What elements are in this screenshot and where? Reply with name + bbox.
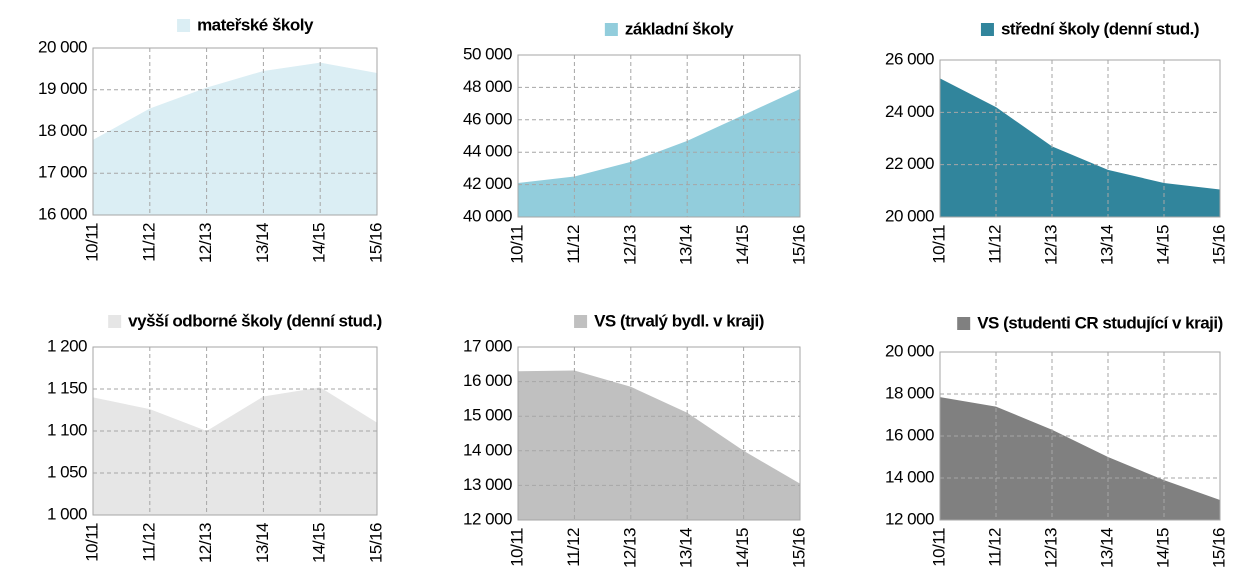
area — [940, 78, 1220, 217]
y-tick-label: 1 050 — [47, 462, 87, 481]
panel: 20 000 22 000 24 000 26 000 10/11 11/12 12/13 1… — [885, 19, 1228, 265]
legend-label: střední školy (denní stud.) — [1001, 19, 1199, 38]
x-tick-label: 11/12 — [139, 523, 158, 562]
panel: 12 000 13 000 14 000 15 000 16 000 17 000 10/1… — [463, 311, 808, 568]
y-tick-label: 44 000 — [463, 142, 512, 161]
x-tick-label: 14/15 — [1153, 225, 1172, 265]
x-tick-label: 13/14 — [253, 223, 272, 263]
x-tick-label: 11/12 — [985, 528, 1004, 567]
y-tick-label: 14 000 — [885, 467, 934, 486]
x-tick-label: 15/16 — [789, 225, 808, 265]
x-tick-label: 10/11 — [82, 523, 101, 562]
y-tick-label: 17 000 — [463, 336, 512, 355]
x-tick-label: 12/13 — [1041, 528, 1060, 568]
y-tick-label: 18 000 — [38, 121, 87, 140]
legend-key — [957, 317, 971, 330]
legend-label: VS (studenti CR studující v kraji) — [977, 313, 1223, 332]
panel: 40 000 42 000 44 000 46 000 48 000 50 000 10/1… — [463, 19, 808, 265]
x-tick-label: 10/11 — [507, 528, 526, 567]
y-tick-label: 20 000 — [38, 37, 87, 56]
y-tick-label: 19 000 — [38, 79, 87, 98]
y-tick-label: 46 000 — [463, 109, 512, 128]
legend-label: vyšší odborné školy (denní stud.) — [128, 311, 382, 330]
plot-frame — [517, 54, 801, 218]
x-tick-label: 12/13 — [1041, 225, 1060, 265]
x-tick-label: 11/12 — [564, 528, 583, 567]
x-tick-label: 15/16 — [789, 528, 808, 568]
y-tick-label: 1 100 — [47, 420, 87, 439]
x-tick-label: 15/16 — [366, 523, 385, 563]
y-tick-label: 17 000 — [38, 163, 87, 182]
area — [518, 89, 800, 217]
legend-key — [574, 315, 588, 328]
x-tick-label: 14/15 — [310, 223, 329, 263]
x-tick-label: 12/13 — [196, 523, 215, 563]
x-tick-label: 15/16 — [366, 223, 385, 263]
plot-frame — [939, 59, 1221, 218]
x-tick-label: 10/11 — [929, 528, 948, 567]
x-tick-label: 15/16 — [1209, 528, 1228, 568]
y-tick-label: 48 000 — [463, 77, 512, 96]
x-tick-label: 12/13 — [620, 225, 639, 265]
area — [93, 62, 377, 215]
y-tick-label: 50 000 — [463, 44, 512, 63]
area — [518, 370, 800, 520]
legend-label: VS (trvalý bydl. v kraji) — [594, 311, 764, 330]
x-tick-label: 13/14 — [253, 523, 272, 563]
x-tick-label: 14/15 — [733, 528, 752, 568]
panel: 12 000 14 000 16 000 18 000 20 000 10/11 11/12… — [885, 313, 1228, 568]
plot-frame — [92, 47, 378, 216]
x-tick-label: 11/12 — [985, 225, 1004, 264]
area — [940, 397, 1220, 520]
legend-label: základní školy — [625, 19, 734, 38]
panel: 16 000 17 000 18 000 19 000 20 000 10/11 11/12… — [38, 15, 385, 263]
y-tick-label: 1 200 — [47, 336, 87, 355]
y-tick-label: 1 150 — [47, 378, 87, 397]
x-tick-label: 13/14 — [1097, 528, 1116, 568]
legend-key — [604, 23, 618, 36]
y-tick-label: 26 000 — [885, 49, 934, 68]
x-tick-label: 10/11 — [82, 223, 101, 262]
x-tick-label: 13/14 — [1097, 225, 1116, 265]
y-tick-label: 15 000 — [463, 406, 512, 425]
plot-frame — [517, 346, 801, 521]
legend-label: mateřské školy — [197, 15, 314, 34]
y-tick-label: 42 000 — [463, 174, 512, 193]
x-tick-label: 11/12 — [139, 223, 158, 262]
x-tick-label: 10/11 — [507, 225, 526, 264]
panel: 1 000 1 050 1 100 1 150 1 200 10/11 11/12 12/13… — [47, 311, 386, 563]
y-tick-label: 12 000 — [885, 509, 934, 528]
y-tick-label: 40 000 — [463, 206, 512, 225]
y-tick-label: 20 000 — [885, 206, 934, 225]
x-tick-label: 12/13 — [196, 223, 215, 263]
y-tick-label: 18 000 — [885, 383, 934, 402]
y-tick-label: 12 000 — [463, 509, 512, 528]
y-tick-label: 13 000 — [463, 475, 512, 494]
x-tick-label: 14/15 — [310, 523, 329, 563]
legend-key — [177, 19, 191, 32]
x-tick-label: 14/15 — [1153, 528, 1172, 568]
plot-frame — [92, 346, 378, 516]
y-tick-label: 20 000 — [885, 341, 934, 360]
x-tick-label: 13/14 — [677, 225, 696, 265]
y-tick-label: 24 000 — [885, 102, 934, 121]
x-tick-label: 10/11 — [929, 225, 948, 264]
plot-frame — [939, 351, 1221, 521]
legend-key — [108, 315, 122, 328]
x-tick-label: 14/15 — [733, 225, 752, 265]
y-tick-label: 16 000 — [463, 371, 512, 390]
y-tick-label: 16 000 — [885, 425, 934, 444]
y-tick-label: 16 000 — [38, 204, 87, 223]
y-tick-label: 14 000 — [463, 440, 512, 459]
x-tick-label: 15/16 — [1209, 225, 1228, 265]
y-tick-label: 22 000 — [885, 154, 934, 173]
x-tick-label: 11/12 — [564, 225, 583, 264]
area — [93, 387, 377, 515]
x-tick-label: 12/13 — [620, 528, 639, 568]
legend-key — [980, 23, 994, 36]
y-tick-label: 1 000 — [47, 504, 87, 523]
x-tick-label: 13/14 — [677, 528, 696, 568]
